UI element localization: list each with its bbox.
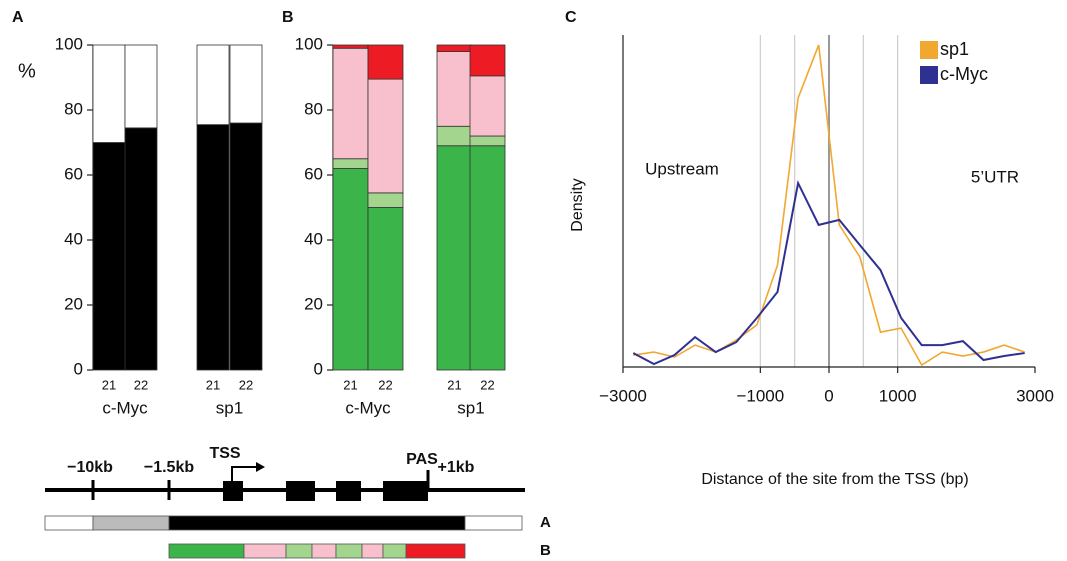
- region: [361, 543, 384, 559]
- y-tick-label: 20: [304, 294, 323, 313]
- annotation: 5’UTR: [971, 167, 1019, 186]
- bar-segment: [332, 47, 369, 160]
- bar-segment: [436, 51, 473, 127]
- exon: [223, 481, 243, 501]
- x-axis-label: Distance of the site from the TSS (bp): [701, 471, 968, 488]
- x-tick-label: 21: [206, 377, 220, 392]
- panel-label: C: [565, 9, 577, 26]
- region: [168, 515, 466, 531]
- region: [464, 515, 523, 531]
- bar-segment: [332, 168, 369, 371]
- tss-arrowhead: [256, 462, 265, 472]
- y-tick-label: 80: [64, 99, 83, 118]
- group-label: c-Myc: [345, 398, 391, 417]
- bar-segment: [196, 124, 230, 371]
- gene-diagram: −10kb −1.5kb TSS PAS +1kb A B: [44, 445, 551, 559]
- legend-swatch: [920, 66, 938, 84]
- y-tick-label: 80: [304, 99, 323, 118]
- bar-segment: [332, 158, 369, 169]
- x-tick-label: 22: [134, 377, 148, 392]
- x-tick-label: 3000: [1016, 386, 1054, 405]
- bar-segment: [229, 122, 263, 371]
- tss-arrow: [231, 466, 258, 481]
- x-tick-label: 22: [239, 377, 253, 392]
- x-tick-label: 21: [343, 377, 357, 392]
- x-tick-label: 1000: [879, 386, 917, 405]
- bar-segment: [436, 44, 473, 52]
- y-tick-label: 60: [304, 164, 323, 183]
- y-tick-label: 40: [304, 229, 323, 248]
- exon: [383, 481, 428, 501]
- line-series: [633, 44, 1025, 367]
- bar-segment: [92, 44, 126, 143]
- y-tick-label: 100: [295, 34, 323, 53]
- group-label: c-Myc: [102, 398, 148, 417]
- bar-segment: [367, 207, 404, 371]
- y-axis-label: %: [18, 60, 36, 82]
- bar-segment: [469, 135, 506, 147]
- bar-segment: [124, 127, 158, 371]
- x-tick-label: 21: [102, 377, 116, 392]
- region: [44, 515, 94, 531]
- bar-segment: [367, 78, 404, 194]
- region: [92, 515, 170, 531]
- group-label: sp1: [216, 398, 243, 417]
- x-tick-label: 21: [447, 377, 461, 392]
- bar-segment: [469, 44, 506, 77]
- exon: [336, 481, 361, 501]
- x-tick-label: 22: [378, 377, 392, 392]
- diagram-label: PAS: [406, 451, 438, 468]
- region: [168, 543, 245, 559]
- group-label: sp1: [457, 398, 484, 417]
- row-label: A: [540, 514, 551, 531]
- bar-segment: [436, 145, 473, 371]
- exon: [286, 481, 315, 501]
- bar-segment: [92, 142, 126, 371]
- bar-segment: [332, 44, 369, 49]
- region: [405, 543, 466, 559]
- panel-label: A: [12, 9, 24, 26]
- x-tick-label: 0: [824, 386, 833, 405]
- bar-segment: [469, 75, 506, 137]
- legend-label: c-Myc: [940, 64, 988, 84]
- region: [243, 543, 287, 559]
- bar-segment: [367, 192, 404, 208]
- diagram-label: −10kb: [67, 459, 113, 476]
- y-tick-label: 0: [74, 359, 83, 378]
- annotation: Upstream: [645, 159, 719, 178]
- bar-segment: [367, 44, 404, 80]
- region: [311, 543, 337, 559]
- line-series: [632, 179, 1025, 366]
- y-axis-label: Density: [569, 178, 586, 231]
- diagram-label: −1.5kb: [144, 459, 194, 476]
- x-tick-label: −3000: [599, 386, 647, 405]
- panel-label: B: [282, 9, 294, 26]
- row-label: B: [540, 542, 551, 559]
- y-tick-label: 20: [64, 294, 83, 313]
- legend-label: sp1: [940, 39, 969, 59]
- y-tick-label: 100: [55, 34, 83, 53]
- bar-segment: [196, 44, 230, 126]
- y-tick-label: 0: [314, 359, 323, 378]
- legend-swatch: [920, 41, 938, 59]
- x-tick-label: 22: [480, 377, 494, 392]
- region: [382, 543, 407, 559]
- diagram-label: TSS: [209, 445, 240, 462]
- bar-segment: [229, 44, 263, 124]
- y-tick-label: 60: [64, 164, 83, 183]
- bar-segment: [469, 145, 506, 371]
- bar-segment: [436, 125, 473, 147]
- region: [285, 543, 313, 559]
- bar-segment: [124, 44, 158, 129]
- y-tick-label: 40: [64, 229, 83, 248]
- x-tick-label: −1000: [736, 386, 784, 405]
- region: [335, 543, 363, 559]
- diagram-label: +1kb: [438, 459, 475, 476]
